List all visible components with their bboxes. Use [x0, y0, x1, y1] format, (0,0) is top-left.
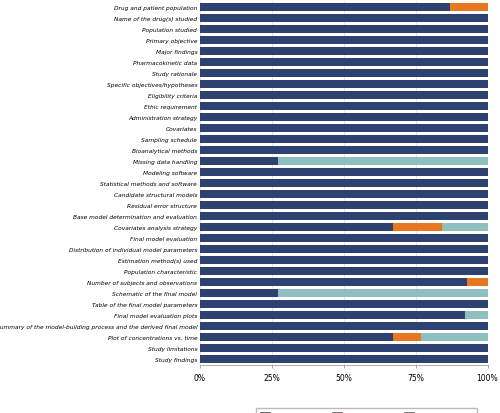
Bar: [200, 213, 488, 221]
Bar: [468, 279, 487, 287]
Bar: [200, 268, 488, 275]
Bar: [200, 15, 488, 23]
Bar: [200, 103, 488, 111]
Legend: Low risk of bias, Some concerns, High risk of bias: Low risk of bias, Some concerns, High ri…: [256, 408, 478, 413]
Bar: [200, 70, 488, 78]
Bar: [464, 311, 487, 320]
Bar: [278, 158, 488, 166]
Bar: [200, 246, 488, 254]
Bar: [200, 169, 488, 177]
Bar: [200, 323, 488, 330]
Bar: [392, 334, 422, 342]
Bar: [200, 114, 488, 122]
Bar: [200, 191, 488, 199]
Bar: [422, 334, 488, 342]
Bar: [200, 202, 488, 210]
Bar: [200, 147, 488, 155]
Bar: [450, 4, 488, 12]
Bar: [200, 48, 488, 56]
Bar: [200, 235, 488, 243]
Bar: [278, 290, 488, 297]
Bar: [200, 4, 450, 12]
Bar: [392, 224, 442, 232]
Bar: [200, 158, 278, 166]
Bar: [200, 59, 488, 67]
Bar: [200, 311, 464, 320]
Bar: [200, 37, 488, 45]
Bar: [200, 344, 488, 352]
Bar: [200, 26, 488, 34]
Bar: [442, 224, 488, 232]
Bar: [200, 356, 488, 363]
Bar: [200, 290, 278, 297]
Bar: [200, 136, 488, 144]
Bar: [200, 224, 392, 232]
Bar: [200, 279, 468, 287]
Bar: [200, 301, 488, 309]
Bar: [200, 257, 488, 265]
Bar: [200, 334, 392, 342]
Bar: [200, 81, 488, 89]
Bar: [200, 92, 488, 100]
Bar: [200, 180, 488, 188]
Bar: [200, 125, 488, 133]
